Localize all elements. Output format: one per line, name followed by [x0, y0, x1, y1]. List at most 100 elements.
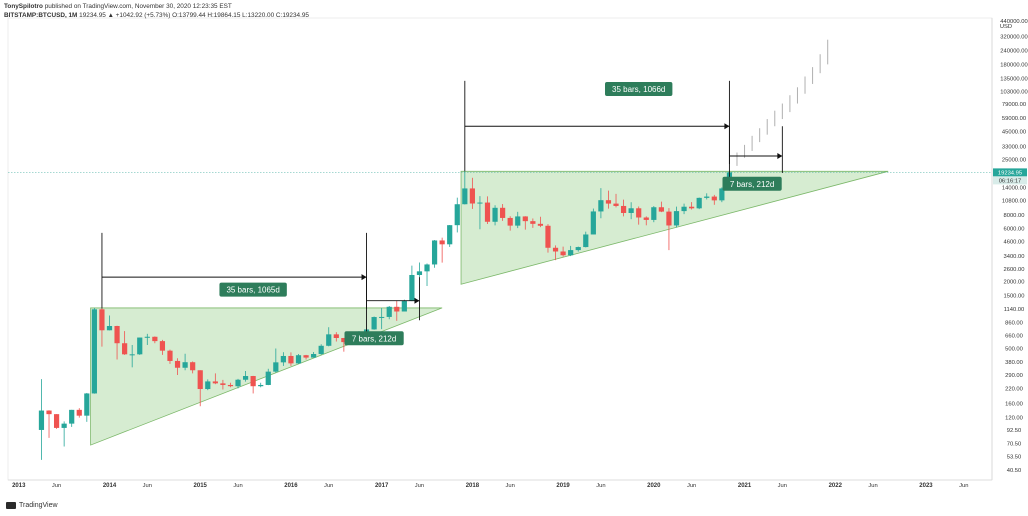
y-tick-label: 3400.00 [1004, 254, 1025, 260]
countdown-value: 06:16:17 [999, 178, 1022, 184]
last-price-tag [993, 168, 1027, 177]
candle-body [326, 334, 332, 346]
candle-body [386, 306, 392, 317]
candle-body [613, 203, 619, 206]
candle-body [144, 336, 150, 338]
y-tick-label: 380.00 [1005, 360, 1023, 366]
y-tick-label: 500.00 [1005, 347, 1023, 353]
y-tick-label: 120.00 [1005, 416, 1023, 422]
candle-body [379, 316, 385, 318]
candle-body [341, 337, 347, 343]
x-tick-label: Jun [143, 483, 152, 489]
candle-body [288, 355, 294, 364]
candle-body [295, 355, 302, 364]
tradingview-logo[interactable]: TradingView [6, 502, 58, 509]
y-tick-label: 1140.00 [1004, 307, 1025, 313]
candle-body [265, 371, 271, 385]
candle-body [84, 393, 90, 416]
x-tick-label: Jun [233, 483, 242, 489]
candle-body [673, 211, 680, 226]
x-tick-label: Jun [52, 483, 61, 489]
x-tick-label: Jun [778, 483, 787, 489]
y-tick-label: 660.00 [1005, 333, 1023, 339]
y-tick-label: 59000.00 [1002, 116, 1026, 122]
candle-body [590, 211, 596, 235]
candle-body [620, 205, 627, 213]
candle-body [583, 234, 589, 248]
x-tick-label: 2023 [919, 483, 933, 489]
y-tick-label: 40.50 [1007, 468, 1022, 474]
x-tick-label: 2015 [194, 483, 208, 489]
candle-body [167, 350, 173, 361]
y-tick-label: 240000.00 [1000, 48, 1027, 54]
candle-body [190, 362, 196, 371]
candle-body [462, 188, 468, 205]
candle-body [469, 188, 475, 204]
y-tick-label: 1500.00 [1004, 294, 1025, 300]
author-name[interactable]: TonySpilotro [4, 3, 43, 10]
candle-body [371, 317, 377, 330]
y-tick-label: 79000.00 [1002, 102, 1026, 108]
candle-body [689, 206, 695, 209]
x-tick-label: 2020 [647, 483, 661, 489]
x-tick-label: 2018 [466, 483, 480, 489]
x-tick-label: Jun [506, 483, 515, 489]
candle-body [651, 207, 657, 220]
candle-body [129, 354, 135, 356]
candle-body [409, 274, 415, 301]
candle-body [643, 217, 649, 220]
candle-body [484, 202, 491, 222]
candle-body [53, 414, 60, 428]
y-tick-label: 33000.00 [1002, 144, 1026, 150]
y-tick-label: 135000.00 [1000, 76, 1027, 82]
x-tick-label: 2019 [556, 483, 570, 489]
annotation-box [722, 176, 782, 191]
y-tick-label: 14000.00 [1002, 186, 1026, 192]
candle-body [227, 384, 234, 387]
candle-body [394, 306, 400, 312]
y-tick-label: 70.50 [1007, 441, 1022, 447]
candle-body [159, 341, 166, 351]
candle-body [658, 207, 664, 212]
candle-body [280, 355, 286, 363]
y-tick-label: 45000.00 [1002, 129, 1026, 135]
y-tick-label: 860.00 [1005, 321, 1023, 327]
candle-body [174, 360, 181, 368]
candle-body [311, 354, 317, 358]
candle-body [568, 250, 574, 256]
published-text: published on TradingView.com, November 3… [42, 3, 232, 10]
candle-body [447, 225, 453, 245]
y-tick-label: 160.00 [1005, 402, 1023, 408]
x-tick-label: Jun [596, 483, 605, 489]
candle-body [99, 309, 105, 331]
y-tick-label: 53.50 [1007, 455, 1022, 461]
y-tick-label: 440000.00 [1000, 19, 1027, 25]
candle-body [152, 336, 158, 342]
candle-body [76, 409, 82, 416]
candle-body [545, 225, 551, 248]
candle-body [500, 207, 506, 218]
candle-body [598, 200, 604, 212]
measure-arrowhead [724, 123, 730, 130]
tradingview-icon [6, 502, 16, 509]
candle-body [454, 204, 460, 226]
y-tick-label: 6000.00 [1004, 227, 1025, 233]
candle-body [106, 325, 113, 331]
candle-body [636, 208, 642, 218]
y-tick-label: 4600.00 [1004, 239, 1025, 245]
x-tick-label: Jun [868, 483, 877, 489]
x-tick-label: 2021 [738, 483, 752, 489]
measure-arrowhead [414, 297, 420, 304]
chart-header: TonySpilotro published on TradingView.co… [4, 2, 309, 20]
candle-body [711, 196, 717, 201]
y-tick-label: 103000.00 [1000, 89, 1027, 95]
y-tick-label: 2600.00 [1004, 267, 1025, 273]
last-price-value: 19234.95 [998, 170, 1022, 176]
candle-body [318, 345, 324, 355]
candle-body [137, 337, 143, 355]
annotation-label: 7 bars, 212d [352, 334, 396, 343]
candle-body [560, 251, 566, 256]
candle-body [401, 300, 407, 312]
